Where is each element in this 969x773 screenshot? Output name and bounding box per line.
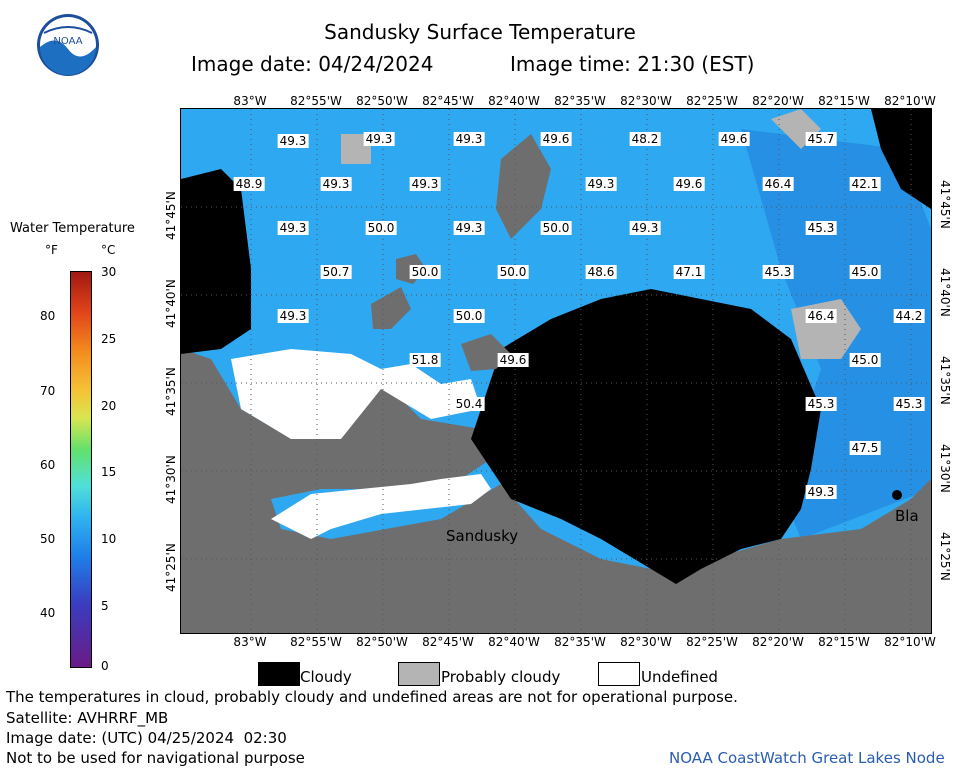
legend-label-probably-cloudy: Probably cloudy	[441, 668, 561, 686]
place-label-bla: Bla	[895, 507, 919, 525]
temp-label: 50.0	[453, 309, 485, 323]
temp-label: 50.7	[320, 265, 352, 279]
temp-label: 49.3	[805, 485, 837, 499]
map-svg	[181, 109, 931, 633]
temp-label: 50.0	[365, 221, 397, 235]
cloud-west	[181, 169, 251, 354]
temp-label: 47.5	[849, 441, 881, 455]
temp-label: 46.4	[762, 177, 794, 191]
temp-label: 45.3	[893, 397, 925, 411]
legend-label-undefined: Undefined	[641, 668, 718, 686]
temp-label: 45.0	[849, 265, 881, 279]
temp-label: 45.0	[849, 353, 881, 367]
temp-label: 49.6	[497, 353, 529, 367]
footer-nav-warning: Not to be used for navigational purpose	[6, 749, 305, 767]
undefined-area-1	[231, 349, 481, 439]
temp-label: 49.6	[540, 132, 572, 146]
island-1	[496, 134, 551, 239]
temp-label: 50.0	[540, 221, 572, 235]
temp-label: 45.3	[805, 221, 837, 235]
temp-label: 50.4	[453, 397, 485, 411]
unit-f: °F	[45, 243, 58, 257]
colorbar-title: Water Temperature	[10, 221, 135, 236]
temp-label: 48.6	[585, 265, 617, 279]
temp-label: 46.4	[805, 309, 837, 323]
temp-label: 49.3	[629, 221, 661, 235]
temp-label: 49.6	[673, 177, 705, 191]
temp-label: 48.9	[233, 177, 265, 191]
map-panel: 49.3 49.3 49.3 49.6 48.2 49.6 45.7 48.9 …	[180, 108, 932, 634]
temp-label: 47.1	[673, 265, 705, 279]
colorbar	[70, 271, 92, 668]
footer-node: NOAA CoastWatch Great Lakes Node	[669, 749, 945, 767]
temp-label: 49.3	[277, 134, 309, 148]
page-title: Sandusky Surface Temperature	[324, 20, 636, 44]
temp-label: 49.3	[409, 177, 441, 191]
temp-label: 49.3	[453, 132, 485, 146]
temp-label: 49.3	[363, 132, 395, 146]
temp-label: 49.3	[277, 221, 309, 235]
cloud-central	[471, 289, 821, 584]
image-date: Image date: 04/24/2024	[191, 52, 434, 76]
water-nw	[181, 109, 281, 149]
logo-text: NOAA	[53, 36, 82, 47]
place-label-sandusky: Sandusky	[446, 527, 519, 545]
footer-utc-date: Image date: (UTC) 04/25/2024 02:30	[6, 729, 287, 747]
land-area	[181, 349, 931, 633]
probably-cloudy-1	[341, 134, 371, 164]
image-time: Image time: 21:30 (EST)	[510, 52, 755, 76]
temp-label: 49.3	[320, 177, 352, 191]
noaa-logo: NOAA	[36, 13, 100, 77]
legend-swatch-undefined	[598, 662, 640, 686]
temp-label: 48.2	[629, 132, 661, 146]
temp-label: 49.3	[585, 177, 617, 191]
legend-label-cloudy: Cloudy	[300, 668, 352, 686]
footer-disclaimer: The temperatures in cloud, probably clou…	[6, 688, 738, 706]
graticule	[181, 109, 931, 633]
footer-satellite: Satellite: AVHRRF_MB	[6, 709, 169, 727]
temp-label: 50.0	[497, 265, 529, 279]
undefined-area-2	[271, 474, 491, 539]
city-dot-bla	[892, 490, 902, 500]
island-3	[371, 287, 411, 329]
unit-c: °C	[101, 243, 116, 257]
temp-label: 45.3	[805, 397, 837, 411]
temp-label: 49.3	[277, 309, 309, 323]
legend-swatch-probably-cloudy	[398, 662, 440, 686]
legend-swatch-cloudy	[258, 662, 300, 686]
temp-label: 49.6	[718, 132, 750, 146]
temp-label: 42.1	[849, 177, 881, 191]
temp-label: 45.3	[762, 265, 794, 279]
temp-label: 50.0	[409, 265, 441, 279]
temp-label: 49.3	[453, 221, 485, 235]
cloud-northeast	[871, 109, 931, 209]
temp-label: 51.8	[409, 353, 441, 367]
temp-label: 45.7	[805, 132, 837, 146]
temp-label: 44.2	[893, 309, 925, 323]
